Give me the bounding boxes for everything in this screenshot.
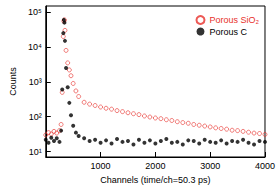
- svg-text:Porous SiO₂: Porous SiO₂: [209, 15, 259, 25]
- svg-text:3000: 3000: [200, 161, 220, 171]
- svg-text:2000: 2000: [145, 161, 165, 171]
- svg-text:1000: 1000: [91, 161, 111, 171]
- svg-text:Porous C: Porous C: [209, 27, 247, 37]
- svg-text:10⁵: 10⁵: [28, 7, 42, 17]
- svg-text:10¹: 10¹: [29, 147, 42, 157]
- svg-text:Counts: Counts: [8, 67, 18, 96]
- svg-text:10³: 10³: [29, 77, 42, 87]
- svg-text:10⁴: 10⁴: [28, 42, 42, 52]
- svg-text:4000: 4000: [255, 161, 275, 171]
- svg-text:Channels (time/ch=50.3 ps): Channels (time/ch=50.3 ps): [100, 175, 210, 185]
- svg-text:10²: 10²: [29, 112, 42, 122]
